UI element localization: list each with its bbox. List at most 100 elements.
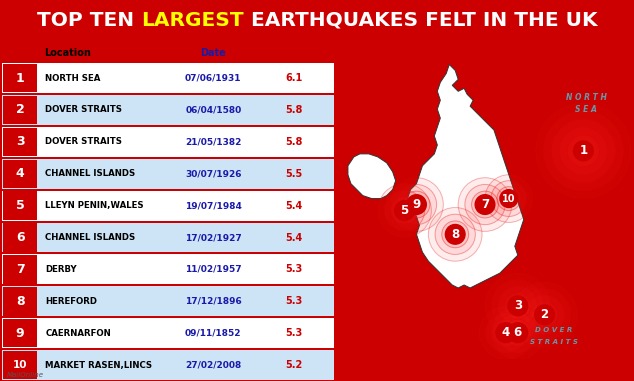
Circle shape bbox=[485, 175, 533, 223]
Text: 06/04/1580: 06/04/1580 bbox=[185, 106, 242, 115]
Text: S E A: S E A bbox=[576, 105, 597, 114]
Text: HEREFORD: HEREFORD bbox=[46, 297, 98, 306]
Text: 3: 3 bbox=[514, 299, 522, 312]
Circle shape bbox=[491, 181, 527, 216]
Text: NORTH SEA: NORTH SEA bbox=[46, 74, 101, 83]
Text: 07/06/1931: 07/06/1931 bbox=[185, 74, 242, 83]
Text: 17/12/1896: 17/12/1896 bbox=[185, 297, 242, 306]
Text: D O V E R: D O V E R bbox=[535, 327, 572, 333]
Circle shape bbox=[499, 326, 512, 339]
Circle shape bbox=[496, 323, 515, 343]
Text: Magnitude: Magnitude bbox=[264, 48, 323, 58]
Text: DOVER STRAITS: DOVER STRAITS bbox=[46, 138, 122, 146]
FancyBboxPatch shape bbox=[3, 96, 37, 124]
Circle shape bbox=[448, 227, 462, 241]
Text: 3: 3 bbox=[16, 135, 25, 148]
FancyBboxPatch shape bbox=[2, 191, 334, 221]
Text: 1: 1 bbox=[579, 144, 588, 157]
Text: DOVER STRAITS: DOVER STRAITS bbox=[46, 106, 122, 115]
FancyBboxPatch shape bbox=[2, 318, 334, 348]
Text: 6: 6 bbox=[16, 231, 25, 244]
Circle shape bbox=[479, 306, 533, 360]
Circle shape bbox=[511, 299, 524, 312]
Text: 4: 4 bbox=[16, 167, 25, 180]
Text: 30/07/1926: 30/07/1926 bbox=[185, 169, 242, 178]
Text: CHANNEL ISLANDS: CHANNEL ISLANDS bbox=[46, 233, 136, 242]
Text: 7: 7 bbox=[16, 263, 25, 276]
Circle shape bbox=[378, 184, 431, 237]
Circle shape bbox=[567, 135, 599, 167]
Text: 5.4: 5.4 bbox=[285, 201, 302, 211]
Text: EARTHQUAKES FELT IN THE UK: EARTHQUAKES FELT IN THE UK bbox=[243, 11, 597, 29]
Text: CAERNARFON: CAERNARFON bbox=[46, 329, 111, 338]
Text: 2: 2 bbox=[16, 104, 25, 117]
Text: 27/02/2008: 27/02/2008 bbox=[185, 360, 242, 370]
Text: 7: 7 bbox=[481, 198, 489, 211]
Circle shape bbox=[472, 191, 498, 218]
Circle shape bbox=[491, 306, 545, 360]
Polygon shape bbox=[348, 154, 396, 199]
Circle shape bbox=[543, 111, 623, 190]
Circle shape bbox=[497, 187, 521, 210]
FancyBboxPatch shape bbox=[3, 191, 37, 220]
Text: 21/05/1382: 21/05/1382 bbox=[185, 138, 242, 146]
Text: 5.4: 5.4 bbox=[285, 232, 302, 243]
Text: 5.8: 5.8 bbox=[285, 105, 302, 115]
Circle shape bbox=[519, 288, 571, 341]
Circle shape bbox=[552, 119, 615, 183]
FancyBboxPatch shape bbox=[3, 319, 37, 347]
FancyBboxPatch shape bbox=[2, 287, 334, 316]
Text: 5.8: 5.8 bbox=[285, 137, 302, 147]
Circle shape bbox=[406, 195, 426, 215]
FancyBboxPatch shape bbox=[3, 223, 37, 252]
Text: 11/02/1957: 11/02/1957 bbox=[185, 265, 242, 274]
Circle shape bbox=[390, 178, 443, 231]
FancyBboxPatch shape bbox=[3, 255, 37, 283]
FancyBboxPatch shape bbox=[3, 351, 37, 379]
Circle shape bbox=[503, 193, 515, 205]
Circle shape bbox=[395, 201, 415, 220]
Circle shape bbox=[576, 143, 592, 159]
Text: 9: 9 bbox=[16, 327, 25, 340]
FancyBboxPatch shape bbox=[3, 128, 37, 156]
Circle shape bbox=[491, 280, 544, 332]
Circle shape bbox=[512, 282, 578, 347]
Circle shape bbox=[485, 273, 550, 339]
FancyBboxPatch shape bbox=[2, 223, 334, 253]
Circle shape bbox=[511, 326, 524, 339]
Circle shape bbox=[493, 319, 519, 346]
Text: 1: 1 bbox=[16, 72, 25, 85]
Circle shape bbox=[396, 184, 437, 225]
Text: LARGEST: LARGEST bbox=[141, 11, 243, 29]
Text: 5.2: 5.2 bbox=[285, 360, 302, 370]
Circle shape bbox=[498, 312, 538, 353]
Circle shape bbox=[505, 319, 531, 346]
FancyBboxPatch shape bbox=[2, 127, 334, 157]
Text: 5.5: 5.5 bbox=[285, 169, 302, 179]
Circle shape bbox=[505, 293, 531, 319]
FancyBboxPatch shape bbox=[2, 255, 334, 284]
Text: Location: Location bbox=[44, 48, 91, 58]
Text: N O R T H: N O R T H bbox=[566, 93, 607, 102]
Text: 9: 9 bbox=[412, 198, 420, 211]
Circle shape bbox=[445, 224, 465, 244]
FancyBboxPatch shape bbox=[2, 95, 334, 125]
Circle shape bbox=[500, 190, 518, 208]
Text: 4: 4 bbox=[501, 326, 510, 339]
Circle shape bbox=[559, 127, 607, 175]
Circle shape bbox=[531, 302, 558, 328]
Text: 6.1: 6.1 bbox=[285, 73, 302, 83]
Circle shape bbox=[508, 296, 527, 316]
Circle shape bbox=[429, 208, 482, 261]
Text: 19/07/1984: 19/07/1984 bbox=[185, 201, 242, 210]
FancyBboxPatch shape bbox=[3, 160, 37, 188]
Circle shape bbox=[478, 198, 492, 211]
Circle shape bbox=[410, 198, 423, 211]
Text: MARKET RASEN,LINCS: MARKET RASEN,LINCS bbox=[46, 360, 153, 370]
Text: CHANNEL ISLANDS: CHANNEL ISLANDS bbox=[46, 169, 136, 178]
Circle shape bbox=[498, 286, 538, 325]
Circle shape bbox=[486, 312, 526, 353]
Text: DERBY: DERBY bbox=[46, 265, 77, 274]
Text: 2: 2 bbox=[541, 308, 548, 321]
Circle shape bbox=[403, 191, 430, 218]
